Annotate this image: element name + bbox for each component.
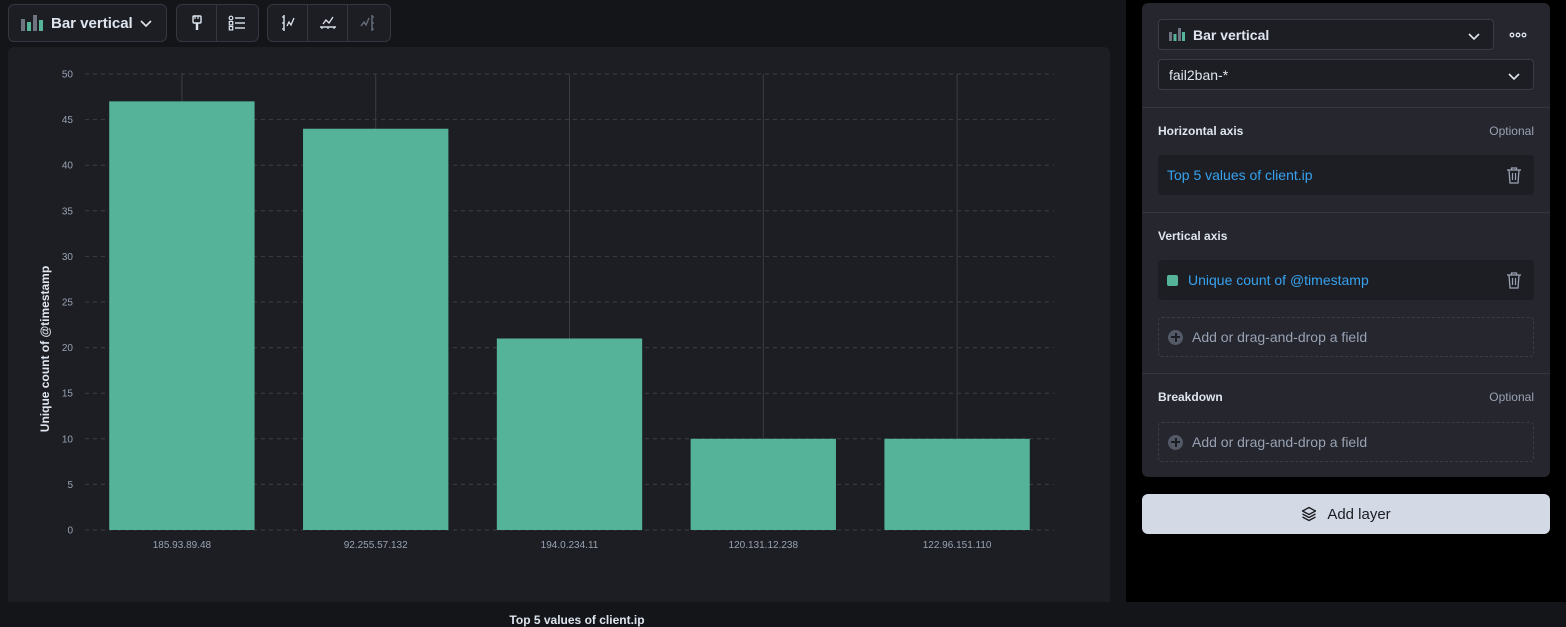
x-tick-label: 92.255.57.132 — [344, 540, 408, 551]
series-color-swatch[interactable] — [1167, 274, 1178, 286]
layer-config-panel: Bar vertical fail2ban-* Horizontal axis … — [1142, 3, 1550, 477]
layers-icon — [1302, 506, 1317, 522]
visualization-type-label: Bar vertical — [1193, 26, 1270, 43]
dimension-label: Unique count of @timestamp — [1188, 272, 1369, 288]
chevron-down-icon — [140, 20, 152, 28]
vertical-axis-dimension[interactable]: Unique count of @timestamp — [1158, 260, 1534, 300]
visual-options-button[interactable] — [177, 5, 217, 41]
right-axis-button[interactable] — [348, 5, 388, 41]
legend-button[interactable] — [217, 5, 257, 41]
y-tick-label: 15 — [62, 389, 74, 400]
plus-circle-icon — [1168, 434, 1183, 450]
vertical-axis-dropzone[interactable]: Add or drag-and-drop a field — [1158, 317, 1534, 357]
dropzone-label: Add or drag-and-drop a field — [1192, 329, 1368, 345]
trash-icon[interactable] — [1506, 271, 1522, 289]
y-tick-label: 35 — [62, 206, 74, 217]
horizontal-axis-dimension[interactable]: Top 5 values of client.ip — [1158, 155, 1534, 195]
y-tick-label: 45 — [62, 115, 74, 126]
bar — [884, 438, 1030, 530]
bar — [690, 438, 836, 530]
index-pattern-select[interactable]: fail2ban-* — [1158, 59, 1534, 90]
horizontal-axis-title: Horizontal axis — [1158, 124, 1244, 138]
dropzone-label: Add or drag-and-drop a field — [1192, 434, 1368, 450]
y-tick-label: 40 — [62, 161, 74, 172]
style-button-group — [176, 4, 259, 42]
left-axis-button[interactable] — [268, 5, 308, 41]
x-axis-title: Top 5 values of client.ip — [509, 613, 645, 627]
breakdown-optional: Optional — [1489, 390, 1534, 404]
y-tick-label: 5 — [67, 480, 73, 491]
y-tick-label: 30 — [62, 252, 74, 263]
breakdown-title: Breakdown — [1158, 390, 1223, 404]
axis-button-group — [267, 4, 391, 42]
trash-icon[interactable] — [1506, 166, 1522, 184]
bottom-axis-button[interactable] — [308, 5, 348, 41]
paintbrush-icon — [191, 15, 202, 30]
y-tick-label: 20 — [62, 343, 74, 354]
left-axis-icon — [281, 15, 295, 31]
y-tick-label: 25 — [62, 298, 74, 309]
divider — [1142, 212, 1550, 213]
y-tick-label: 0 — [67, 526, 73, 537]
chevron-down-icon — [1468, 33, 1480, 41]
dimension-label: Top 5 values of client.ip — [1167, 167, 1313, 183]
x-tick-label: 194.0.234.11 — [541, 540, 599, 551]
bar-chart-icon — [1169, 28, 1185, 41]
add-layer-button[interactable]: Add layer — [1142, 494, 1550, 534]
x-tick-label: 120.131.12.238 — [729, 540, 799, 551]
chart-type-label: Bar vertical — [51, 14, 133, 32]
layer-actions-button[interactable] — [1504, 25, 1532, 45]
bar — [109, 101, 255, 531]
horizontal-axis-optional: Optional — [1489, 124, 1534, 138]
bar-chart: 0 5 10 15 20 25 30 35 40 45 50 185.93.89.48 92.255.5… — [62, 70, 1054, 551]
chart-type-switch[interactable]: Bar vertical — [8, 4, 167, 42]
y-tick-label: 10 — [62, 434, 74, 445]
vertical-axis-title: Vertical axis — [1158, 229, 1228, 243]
visualization-type-select[interactable]: Bar vertical — [1158, 19, 1494, 50]
legend-list-icon — [228, 15, 245, 31]
chevron-down-icon — [1508, 73, 1520, 81]
divider — [1142, 373, 1550, 374]
bar-chart-icon — [21, 15, 43, 31]
y-tick-label: 50 — [62, 70, 74, 81]
y-axis-title: Unique count of @timestamp — [38, 265, 52, 433]
x-tick-label: 122.96.151.110 — [923, 540, 992, 551]
chart-panel: 0 5 10 15 20 25 30 35 40 45 50 185.93.89.48 92.255.5… — [8, 47, 1110, 627]
workspace: Bar vertical — [8, 4, 1110, 627]
index-pattern-label: fail2ban-* — [1169, 66, 1229, 83]
add-layer-label: Add layer — [1327, 505, 1391, 523]
breakdown-dropzone[interactable]: Add or drag-and-drop a field — [1158, 422, 1534, 462]
bar — [496, 338, 643, 530]
bar — [303, 128, 449, 530]
divider — [1142, 107, 1550, 108]
x-tick-label: 185.93.89.48 — [153, 540, 212, 551]
bottom-axis-icon — [319, 16, 336, 29]
plus-circle-icon — [1168, 329, 1183, 345]
more-horizontal-icon — [1509, 32, 1527, 38]
right-axis-icon — [360, 15, 374, 31]
